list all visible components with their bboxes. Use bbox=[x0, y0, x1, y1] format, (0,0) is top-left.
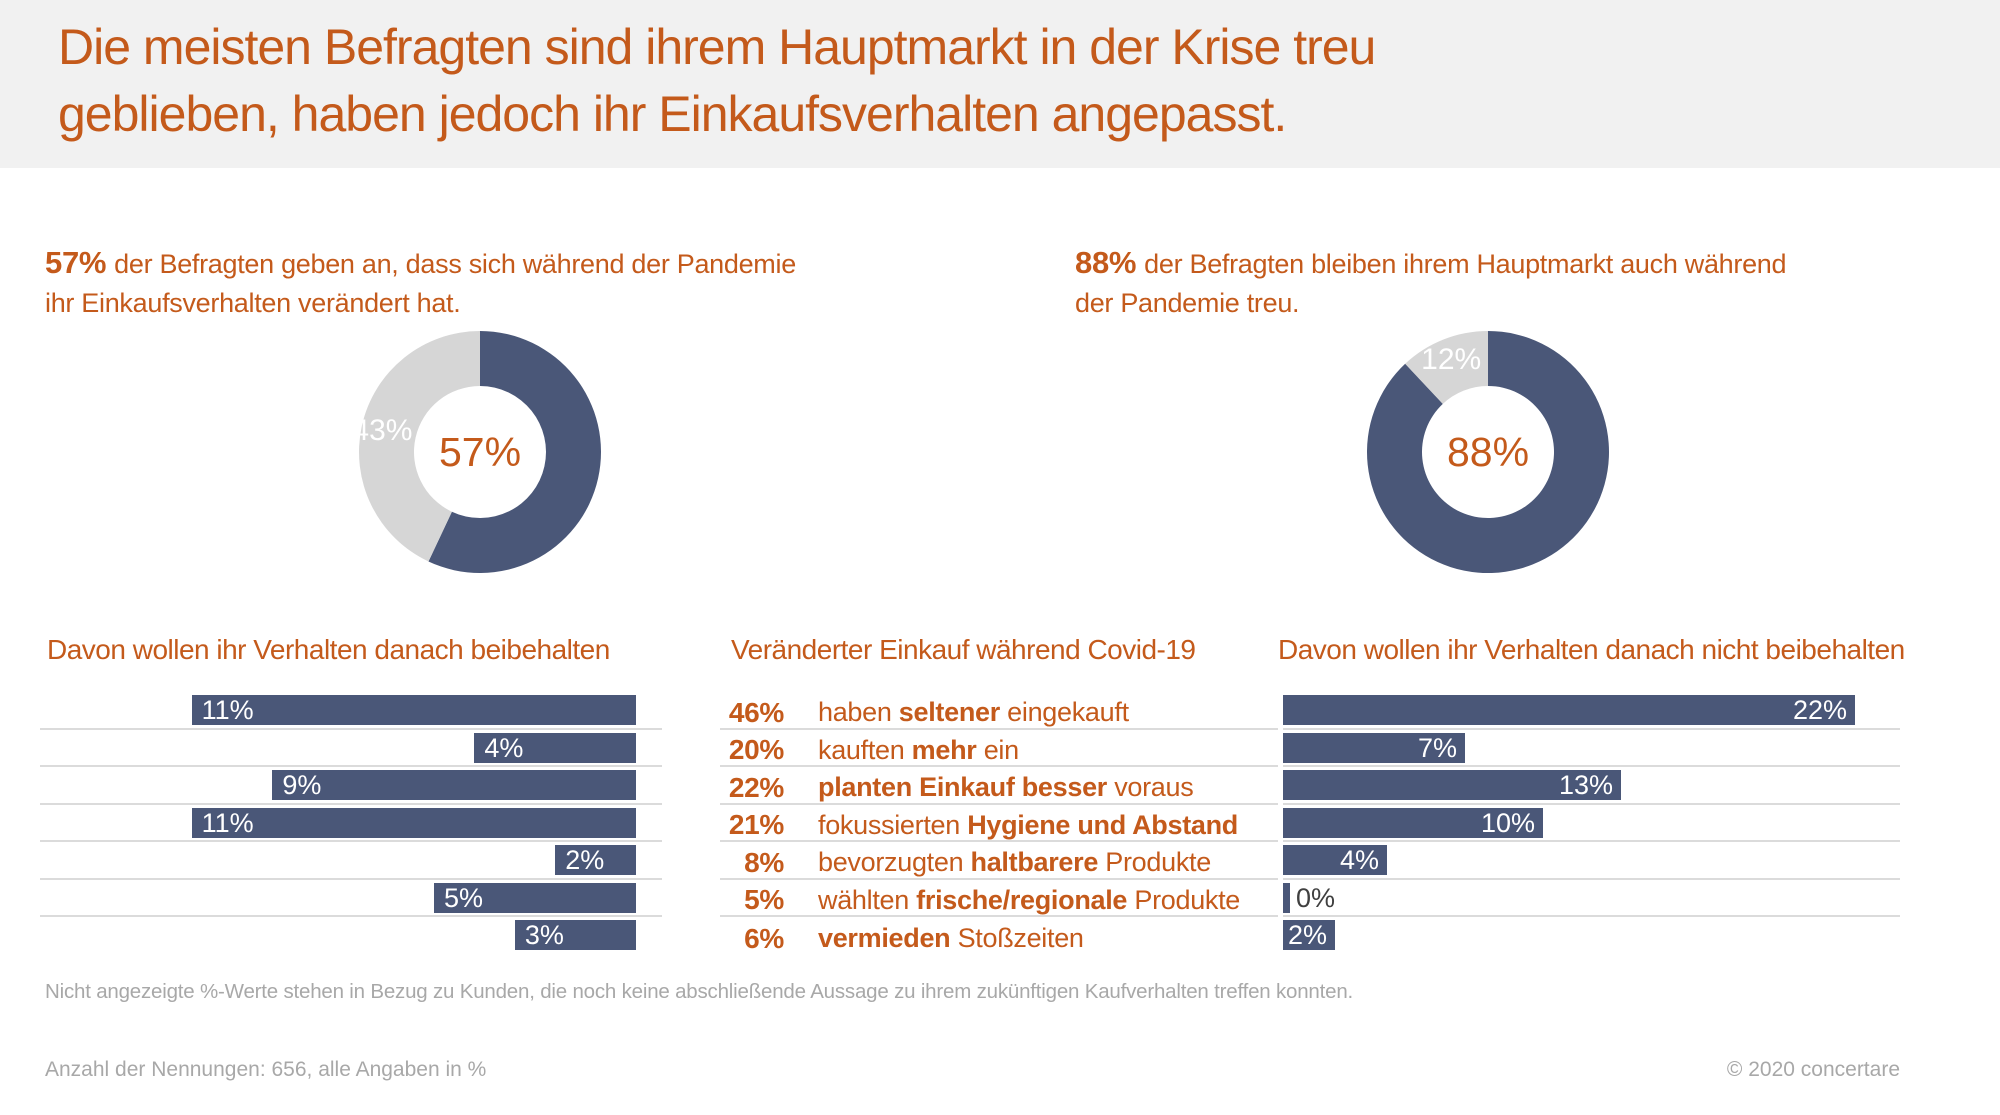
list-row: 46% haben seltener eingekauft bbox=[720, 692, 1278, 730]
donut-ring-label: 43% bbox=[355, 414, 412, 447]
intro-left-line2: ihr Einkaufsverhalten verändert hat. bbox=[45, 288, 461, 318]
list-row: 5% wählten frische/regionale Produkte bbox=[720, 880, 1278, 917]
bar: 4% bbox=[474, 732, 636, 763]
bar-row: 2% bbox=[40, 842, 662, 880]
bar: 4% bbox=[1283, 845, 1387, 875]
bar-value-label: 4% bbox=[1339, 845, 1379, 875]
row-label: planten Einkauf besser voraus bbox=[818, 772, 1194, 803]
bar-value-label: 3% bbox=[524, 920, 564, 950]
intro-changed-behavior: 57% der Befragten geben an, dass sich wäh… bbox=[45, 243, 875, 323]
bar-value-label: 13% bbox=[1558, 770, 1613, 800]
footnote: Nicht angezeigte %-Werte stehen in Bezug… bbox=[45, 980, 1354, 1003]
bar: 11% bbox=[191, 807, 636, 838]
row-percent: 5% bbox=[744, 884, 784, 916]
donut-segment bbox=[358, 331, 480, 562]
column-header-keep-behavior: Davon wollen ihr Verhalten danach beibeh… bbox=[47, 634, 610, 665]
bar-value-label: 5% bbox=[444, 882, 484, 913]
bar-row: 4% bbox=[40, 730, 662, 767]
donut-ring-label: 12% bbox=[1421, 343, 1481, 376]
list-changed-shopping: 46% haben seltener eingekauft 20% kauften m… bbox=[720, 692, 1278, 955]
bar-row: 0% bbox=[1283, 880, 1900, 917]
bar-value-label: 7% bbox=[1417, 732, 1457, 763]
list-row: 21% fokussierten Hygiene und Abstand bbox=[720, 805, 1278, 842]
row-label: haben seltener eingekauft bbox=[818, 697, 1129, 728]
bar-row: 11% bbox=[40, 805, 662, 842]
donut-segment bbox=[428, 331, 601, 573]
row-percent: 22% bbox=[728, 771, 784, 803]
row-label: wählten frische/regionale Produkte bbox=[818, 884, 1241, 915]
bar-row: 10% bbox=[1283, 805, 1900, 842]
title-band bbox=[0, 0, 2000, 168]
list-row: 6% vermieden Stoßzeiten bbox=[720, 917, 1278, 955]
bar: 22% bbox=[1283, 695, 1855, 725]
list-row: 22% planten Einkauf besser voraus bbox=[720, 767, 1278, 805]
bar-value-label: 0% bbox=[1296, 882, 1336, 913]
donut-chart-changed-behavior: 57% 43% bbox=[355, 331, 601, 573]
bar: 11% bbox=[191, 695, 636, 725]
intro-right-line1: der Befragten bleiben ihrem Hauptmarkt a… bbox=[1144, 249, 1787, 279]
bar-chart-keep-behavior: 11% 4% 9% 11% 2% 5% 3% bbox=[40, 692, 662, 955]
column-header-changed-shopping: Veränderter Einkauf während Covid-19 bbox=[731, 634, 1196, 665]
bar-row: 11% bbox=[40, 692, 662, 730]
donut-chart-stayed-loyal: 88% 12% bbox=[1367, 331, 1609, 573]
footer-copyright: © 2020 concertare bbox=[1726, 1058, 1900, 1081]
list-row: 8% bevorzugten haltbarere Produkte bbox=[720, 842, 1278, 880]
bar bbox=[1283, 882, 1290, 913]
bar-row: 5% bbox=[40, 880, 662, 917]
bar-value-label: 10% bbox=[1480, 807, 1535, 838]
donut-center-label: 88% bbox=[1447, 429, 1529, 475]
row-percent: 20% bbox=[728, 734, 784, 766]
bar: 10% bbox=[1283, 807, 1543, 838]
bar-value-label: 11% bbox=[201, 695, 254, 725]
bar: 7% bbox=[1283, 732, 1465, 763]
bar-value-label: 11% bbox=[201, 807, 254, 838]
row-label: kauften mehr ein bbox=[818, 734, 1019, 765]
donut-segment bbox=[1367, 331, 1609, 573]
bar: 9% bbox=[272, 770, 636, 800]
donut-center-label: 57% bbox=[439, 429, 521, 475]
bar-value-label: 2% bbox=[1287, 920, 1327, 950]
column-header-not-keep-behavior: Davon wollen ihr Verhalten danach nicht … bbox=[1278, 634, 1905, 665]
row-percent: 46% bbox=[728, 696, 784, 728]
intro-left-line1: der Befragten geben an, dass sich währen… bbox=[114, 249, 796, 279]
bar-row: 7% bbox=[1283, 730, 1900, 767]
footer-sample-size: Anzahl der Nennungen: 656, alle Angaben … bbox=[45, 1058, 487, 1081]
bar-value-label: 4% bbox=[484, 732, 524, 763]
bar-row: 2% bbox=[1283, 917, 1900, 955]
bar-value-label: 9% bbox=[282, 770, 322, 800]
bar-row: 9% bbox=[40, 767, 662, 805]
intro-stayed-loyal: 88% der Befragten bleiben ihrem Hauptmark… bbox=[1075, 243, 1955, 323]
slide-title: Die meisten Befragten sind ihrem Hauptma… bbox=[58, 19, 1376, 142]
bar: 2% bbox=[1283, 920, 1335, 950]
intro-left-percent: 57% bbox=[45, 245, 107, 280]
donut-segment bbox=[1405, 331, 1488, 404]
bar: 13% bbox=[1283, 770, 1621, 800]
row-label: vermieden Stoßzeiten bbox=[818, 923, 1084, 954]
row-label: bevorzugten haltbarere Produkte bbox=[818, 847, 1211, 878]
bar-value-label: 2% bbox=[565, 845, 605, 875]
bar-chart-not-keep-behavior: 22% 7% 13% 10% 4% 0% 2% bbox=[1283, 692, 1900, 955]
row-percent: 6% bbox=[744, 922, 784, 954]
row-percent: 21% bbox=[728, 809, 784, 841]
bar-row: 4% bbox=[1283, 842, 1900, 880]
bar-row: 22% bbox=[1283, 692, 1900, 730]
bar: 2% bbox=[555, 845, 636, 875]
intro-right-percent: 88% bbox=[1075, 245, 1137, 280]
row-label: fokussierten Hygiene und Abstand bbox=[818, 809, 1239, 840]
bar-row: 3% bbox=[40, 917, 662, 955]
bar: 5% bbox=[434, 882, 636, 913]
bar-row: 13% bbox=[1283, 767, 1900, 805]
bar: 3% bbox=[514, 920, 636, 950]
row-percent: 8% bbox=[744, 846, 784, 878]
intro-right-line2: der Pandemie treu. bbox=[1075, 288, 1300, 318]
list-row: 20% kauften mehr ein bbox=[720, 730, 1278, 767]
bar-value-label: 22% bbox=[1792, 695, 1847, 725]
